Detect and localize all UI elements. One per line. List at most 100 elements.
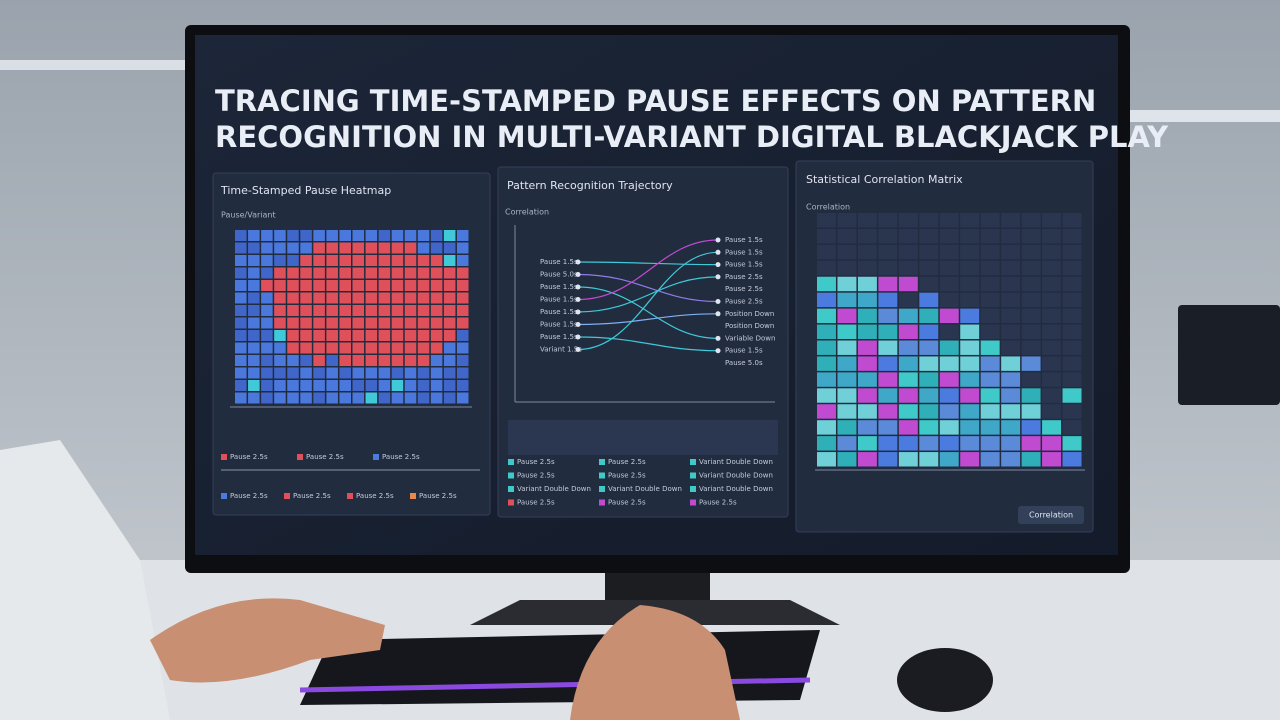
heatmap-cell: [313, 355, 325, 366]
legend-label: Variant Double Down: [517, 485, 591, 493]
matrix-cell: [919, 404, 939, 419]
heatmap-cell: [443, 317, 456, 329]
heatmap-cell: [300, 380, 312, 391]
heatmap-cell: [248, 392, 260, 404]
legend-swatch: [690, 459, 696, 465]
legend-swatch: [221, 454, 227, 460]
matrix-cell: [960, 228, 980, 244]
matrix-cell: [1021, 308, 1041, 324]
heatmap-cell: [300, 330, 312, 341]
matrix-cell: [960, 308, 980, 324]
matrix-cell: [1021, 388, 1041, 403]
heatmap-cell: [456, 280, 469, 291]
heatmap-cell: [287, 242, 299, 254]
matrix-cell: [960, 404, 980, 419]
matrix-cell: [1062, 228, 1082, 244]
matrix-cell: [878, 388, 898, 403]
matrix-cell: [939, 324, 959, 339]
trajectory-label: Pause 2.5s: [725, 285, 763, 293]
heatmap-cell: [274, 242, 286, 254]
matrix-cell: [857, 356, 877, 371]
matrix-cell: [817, 452, 836, 467]
heatmap-cell: [339, 292, 351, 304]
matrix-cell: [837, 388, 857, 403]
button-label[interactable]: Correlation: [1029, 511, 1073, 520]
heatmap-cell: [404, 267, 417, 279]
heatmap-cell: [365, 330, 378, 341]
heatmap-cell: [391, 342, 404, 354]
matrix-cell: [817, 276, 836, 292]
matrix-cell: [1001, 372, 1021, 387]
trajectory-point: [715, 348, 721, 354]
matrix-cell: [817, 436, 836, 451]
legend-swatch: [508, 499, 514, 506]
matrix-cell: [817, 420, 836, 435]
trajectory-label: Position Down: [725, 322, 774, 330]
matrix-cell: [878, 372, 898, 387]
trajectory-point: [715, 274, 721, 280]
heatmap-cell: [378, 292, 391, 304]
matrix-cell: [1042, 388, 1062, 403]
heatmap-cell: [391, 317, 404, 329]
heatmap-cell: [430, 242, 443, 254]
legend-label: Pause 2.5s: [306, 453, 344, 461]
heatmap-cell: [300, 292, 312, 304]
matrix-cell: [857, 292, 877, 308]
heatmap-cell: [365, 380, 378, 391]
heatmap-cell: [326, 380, 338, 391]
matrix-cell: [1001, 213, 1021, 228]
legend-swatch: [599, 459, 605, 465]
matrix-cell: [878, 213, 898, 228]
trajectory-point: [715, 311, 721, 317]
heatmap-cell: [235, 305, 247, 316]
heatmap-cell: [391, 305, 404, 316]
heatmap-cell: [365, 255, 378, 266]
matrix-cell: [1021, 228, 1041, 244]
heatmap-cell: [287, 380, 299, 391]
matrix-cell: [878, 260, 898, 276]
heatmap-cell: [352, 355, 365, 366]
heatmap-cell: [274, 280, 286, 291]
matrix-cell: [898, 228, 918, 244]
heatmap-cell: [339, 380, 351, 391]
correlation-button[interactable]: [1018, 506, 1084, 524]
trajectory-point: [715, 237, 721, 243]
matrix-cell: [857, 340, 877, 355]
heatmap-cell: [287, 342, 299, 354]
heatmap-cell: [430, 380, 443, 391]
matrix-cell: [960, 356, 980, 371]
matrix-cell: [857, 324, 877, 339]
heatmap-cell: [404, 342, 417, 354]
matrix-cell: [960, 260, 980, 276]
matrix-cell: [1021, 244, 1041, 260]
heatmap-cell: [300, 230, 312, 241]
matrix-cell: [1001, 324, 1021, 339]
heatmap-cell: [248, 317, 260, 329]
matrix-cell: [1062, 404, 1082, 419]
legend-label: Pause 2.5s: [608, 458, 646, 466]
heatmap-cell: [261, 367, 273, 379]
matrix-cell: [919, 324, 939, 339]
matrix-cell: [980, 404, 1000, 419]
heatmap-cell: [326, 330, 338, 341]
heatmap-cell: [365, 305, 378, 316]
trajectory-curve: [577, 239, 719, 301]
heatmap-cell: [378, 317, 391, 329]
matrix-cell: [1042, 308, 1062, 324]
heatmap-cell: [287, 255, 299, 266]
matrix-cell: [878, 308, 898, 324]
matrix-cell: [857, 260, 877, 276]
matrix-cell: [1021, 324, 1041, 339]
heatmap-cell: [235, 342, 247, 354]
legend-label: Variant Double Down: [608, 485, 682, 493]
legend-swatch: [690, 499, 696, 506]
heatmap-cell: [326, 230, 338, 241]
trajectory-label: Pause 1.5s: [540, 296, 578, 304]
trajectory-curve: [577, 276, 719, 313]
heatmap-cell: [326, 255, 338, 266]
matrix-cell: [1062, 324, 1082, 339]
matrix-cell: [898, 452, 918, 467]
matrix-cell: [919, 260, 939, 276]
heatmap-cell: [378, 242, 391, 254]
